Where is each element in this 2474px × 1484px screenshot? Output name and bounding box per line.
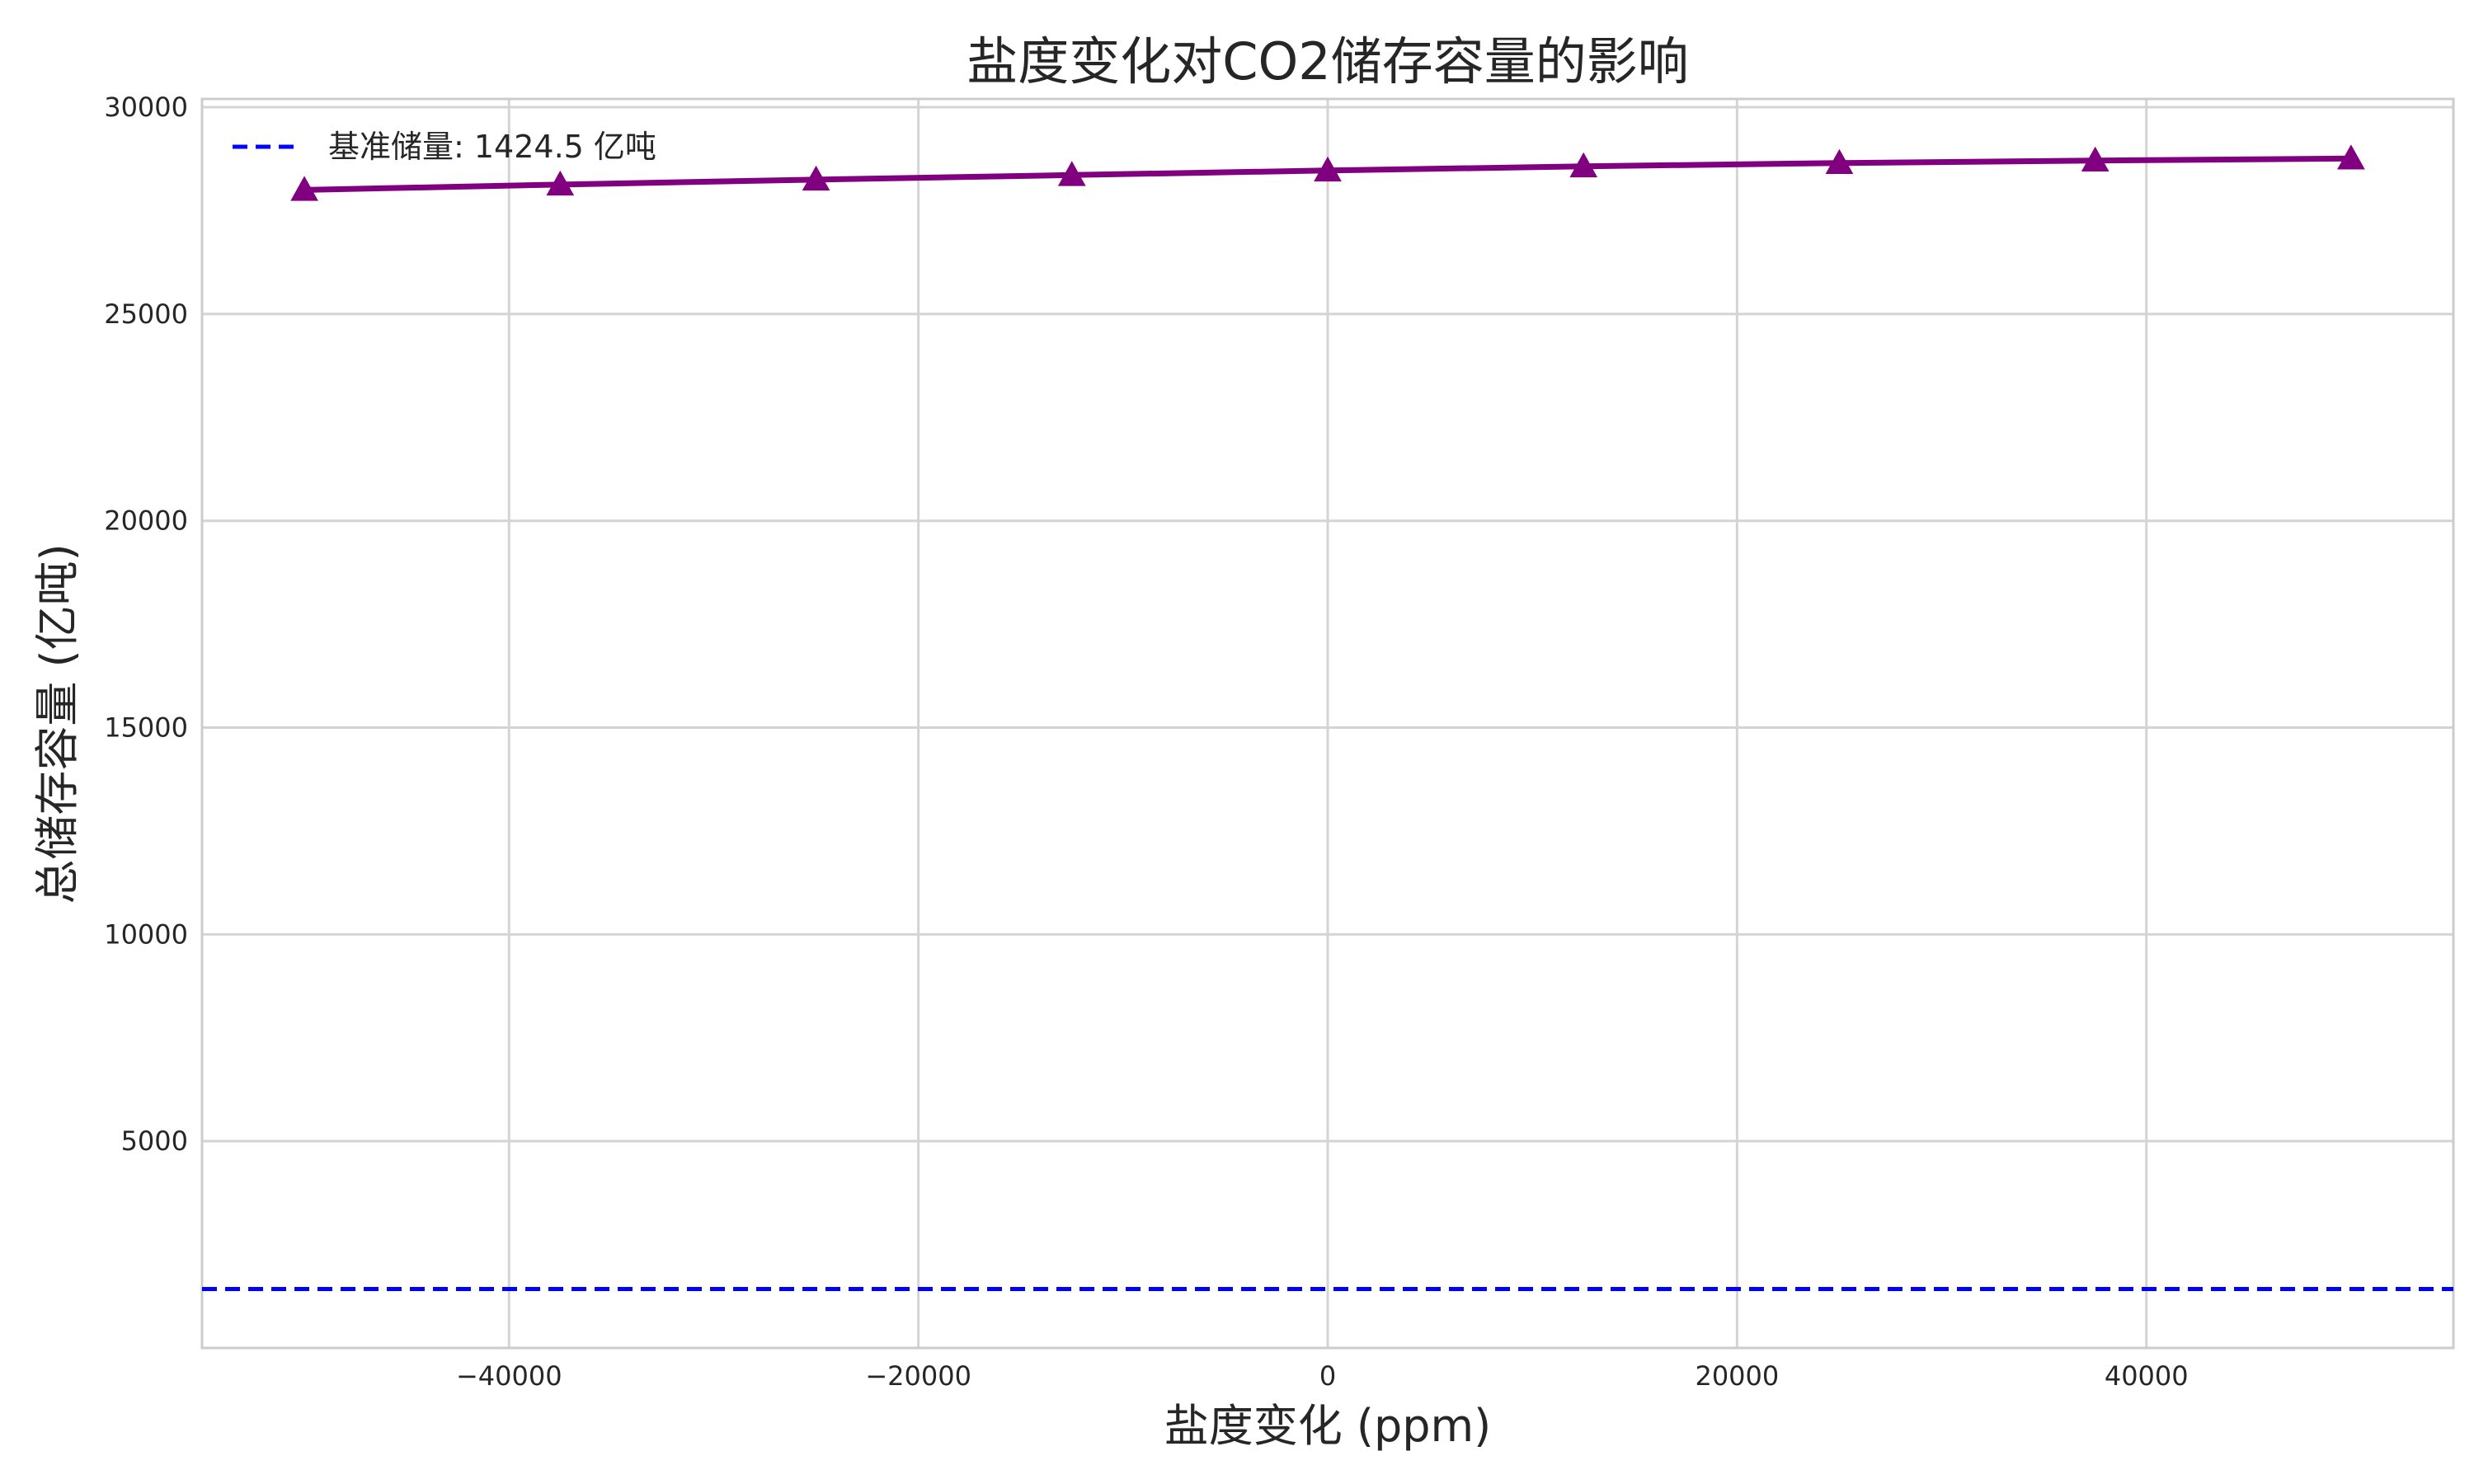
y-axis-title: 总储存容量 (亿吨)	[31, 543, 83, 904]
y-tick-labels: 5000 10000 15000 20000 25000 30000	[104, 92, 188, 1157]
y-tick-label: 25000	[104, 298, 188, 330]
triangle-marker	[546, 170, 575, 196]
x-tick-label: 20000	[1695, 1360, 1779, 1392]
x-tick-label: −20000	[865, 1360, 971, 1392]
y-tick-label: 15000	[104, 712, 188, 744]
x-tick-label: 40000	[2105, 1360, 2189, 1392]
legend-entry-baseline: 基准储量: 1424.5 亿吨	[328, 129, 656, 165]
triangle-marker	[802, 165, 830, 191]
x-tick-label: 0	[1319, 1360, 1336, 1392]
y-tick-label: 20000	[104, 505, 188, 537]
triangle-marker	[1314, 156, 1342, 182]
plot-frame	[200, 97, 2455, 1350]
y-tick-label: 30000	[104, 92, 188, 123]
chart-title: 盐度变化对CO2储存容量的影响	[967, 31, 1689, 92]
triangle-marker	[2337, 144, 2365, 170]
triangle-marker	[1825, 148, 1854, 175]
triangle-marker	[2081, 146, 2109, 172]
y-tick-label: 5000	[121, 1125, 188, 1157]
triangle-marker	[1057, 161, 1086, 186]
x-tick-labels: −40000 −20000 0 20000 40000	[456, 1360, 2189, 1392]
triangle-marker	[290, 176, 318, 201]
series-layer	[290, 144, 2365, 201]
x-axis-title: 盐度变化 (ppm)	[1164, 1400, 1491, 1452]
legend: 基准储量: 1424.5 亿吨	[233, 129, 656, 165]
triangle-marker	[1569, 152, 1598, 178]
x-tick-label: −40000	[456, 1360, 562, 1392]
y-tick-label: 10000	[104, 918, 188, 950]
grid	[202, 99, 2453, 1348]
